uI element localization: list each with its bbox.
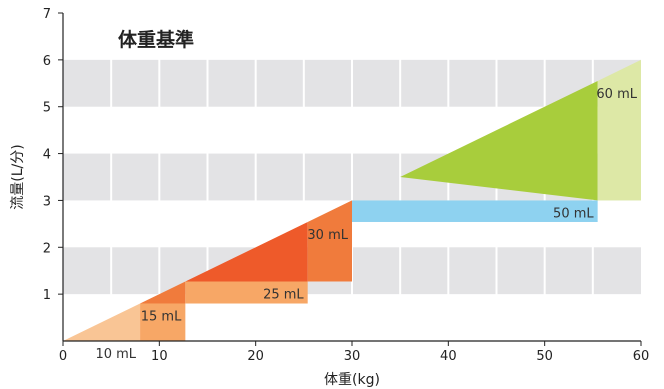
chart-title: 体重基準 [118, 28, 194, 51]
region-triangle [400, 80, 598, 201]
x-axis-title: 体重(kg) [324, 372, 380, 388]
region-label: 60 mL [596, 87, 637, 102]
region-label: 30 mL [307, 228, 348, 243]
region-band [352, 200, 598, 222]
y-tick-label: 4 [43, 148, 51, 163]
x-tick-label: 50 [536, 349, 553, 364]
y-tick-label: 6 [43, 54, 51, 69]
x-tick-label: 0 [59, 349, 67, 364]
region-label: 15 mL [141, 310, 182, 325]
region-label: 10 mL [95, 347, 136, 362]
x-tick-label: 20 [247, 349, 264, 364]
region-band [185, 281, 308, 304]
y-tick-label: 2 [43, 241, 51, 256]
y-tick-label: 5 [43, 101, 51, 116]
y-tick-label: 7 [43, 7, 51, 22]
y-tick-label: 3 [43, 194, 51, 209]
region-triangle [140, 281, 186, 304]
x-tick-label: 60 [633, 349, 650, 364]
x-tick-label: 10 [151, 349, 168, 364]
region-label: 25 mL [263, 287, 304, 302]
region-triangle [597, 59, 641, 81]
region-label: 50 mL [553, 206, 594, 221]
x-tick-label: 40 [440, 349, 457, 364]
region-band [140, 303, 186, 341]
region-band [307, 221, 352, 282]
x-tick-label: 30 [344, 349, 361, 364]
y-axis-title: 流量(L/分) [10, 144, 26, 209]
region-triangle [307, 200, 352, 222]
y-tick-label: 1 [43, 288, 51, 303]
region-band [597, 80, 641, 201]
region-band [63, 303, 141, 341]
region-triangle [185, 221, 308, 282]
